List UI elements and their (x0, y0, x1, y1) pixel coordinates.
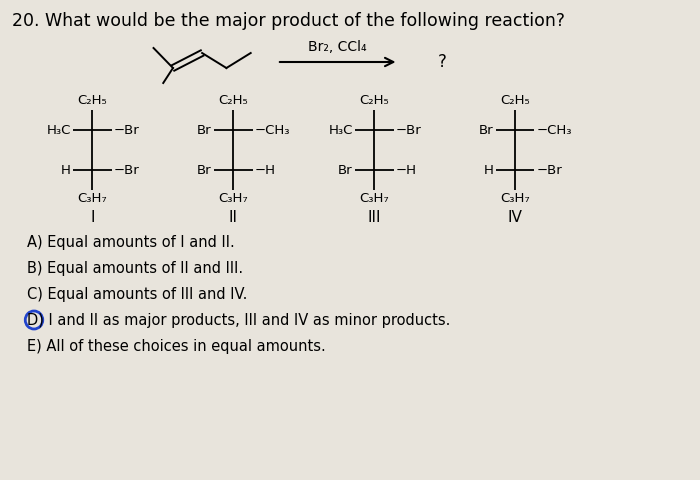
Text: C₂H₅: C₂H₅ (78, 94, 107, 107)
Text: −H: −H (395, 164, 416, 177)
Text: D) I and II as major products, III and IV as minor products.: D) I and II as major products, III and I… (27, 312, 451, 327)
Text: C₃H₇: C₃H₇ (218, 192, 248, 205)
Text: −H: −H (255, 164, 276, 177)
Text: B) Equal amounts of II and III.: B) Equal amounts of II and III. (27, 261, 244, 276)
Text: E) All of these choices in equal amounts.: E) All of these choices in equal amounts… (27, 338, 326, 353)
Text: −Br: −Br (536, 164, 562, 177)
Text: C₃H₇: C₃H₇ (359, 192, 389, 205)
Text: Br: Br (197, 164, 212, 177)
Text: 20. What would be the major product of the following reaction?: 20. What would be the major product of t… (12, 12, 565, 30)
Text: ?: ? (438, 53, 446, 71)
Text: Br: Br (338, 164, 353, 177)
Text: H₃C: H₃C (47, 123, 71, 136)
Text: −CH₃: −CH₃ (255, 123, 290, 136)
Text: II: II (229, 210, 238, 225)
Text: Br₂, CCl₄: Br₂, CCl₄ (309, 40, 367, 54)
Text: −CH₃: −CH₃ (536, 123, 572, 136)
Text: −Br: −Br (395, 123, 421, 136)
Text: H: H (484, 164, 494, 177)
Text: Br: Br (479, 123, 493, 136)
Text: C) Equal amounts of III and IV.: C) Equal amounts of III and IV. (27, 287, 248, 301)
Text: A) Equal amounts of I and II.: A) Equal amounts of I and II. (27, 235, 235, 250)
Text: Br: Br (197, 123, 212, 136)
Text: IV: IV (508, 210, 522, 225)
Text: I: I (90, 210, 94, 225)
Text: III: III (368, 210, 381, 225)
Text: C₂H₅: C₂H₅ (500, 94, 530, 107)
Text: C₂H₅: C₂H₅ (218, 94, 248, 107)
Text: H: H (61, 164, 71, 177)
Text: C₃H₇: C₃H₇ (500, 192, 530, 205)
Text: −Br: −Br (113, 164, 139, 177)
Text: C₂H₅: C₂H₅ (359, 94, 389, 107)
Text: H₃C: H₃C (328, 123, 353, 136)
Text: −Br: −Br (113, 123, 139, 136)
Text: C₃H₇: C₃H₇ (78, 192, 107, 205)
